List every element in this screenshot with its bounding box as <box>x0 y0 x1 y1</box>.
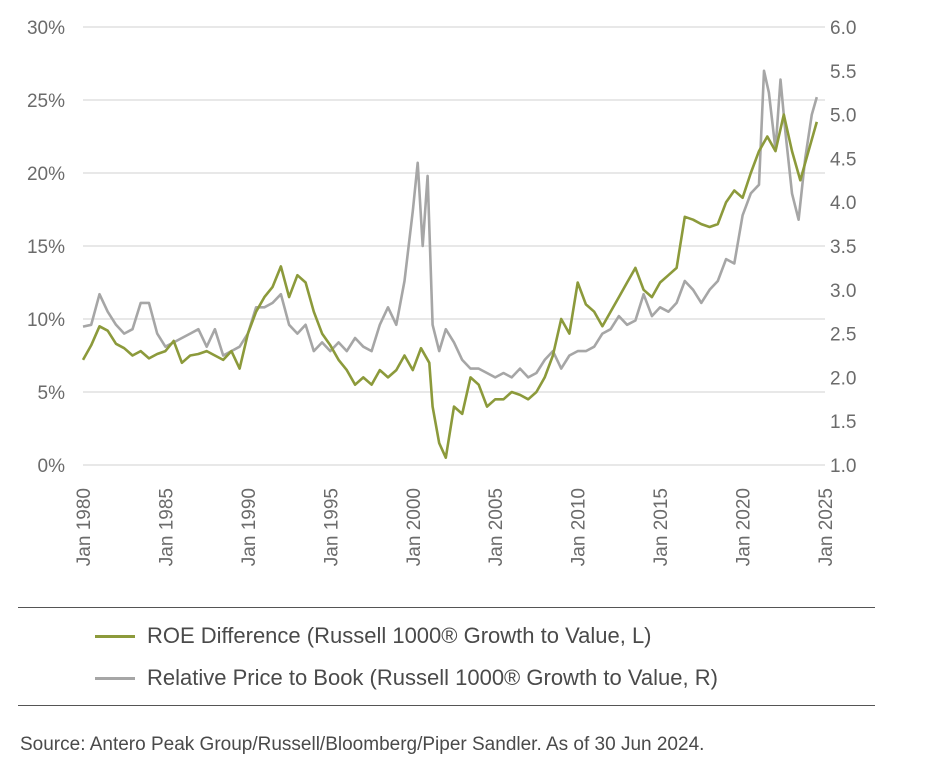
y-right-tick-label: 4.0 <box>830 193 856 214</box>
legend-label: Relative Price to Book (Russell 1000® Gr… <box>147 665 718 690</box>
x-axis: Jan 1980 Jan 1985 Jan 1990 Jan 1995 Jan 2000… <box>74 488 837 566</box>
y-right-tick-label: 4.5 <box>830 149 856 170</box>
roe-difference-line <box>81 113 819 459</box>
right-axis: 1.0 1.5 2.0 2.5 3.0 3.5 4.0 4.5 5.0 5.5 6.0 <box>830 18 856 477</box>
x-tick-label: Jan 1980 <box>74 488 95 566</box>
y-left-tick-label: 30% <box>27 18 65 39</box>
y-left-tick-label: 10% <box>27 310 65 331</box>
chart: 0% 5% 10% 15% 20% 25% 30% 1.0 1.5 2.0 2.5 3.0 3.5 4.… <box>27 18 856 566</box>
source-note: Source: Antero Peak Group/Russell/Bloomb… <box>20 734 705 755</box>
y-left-tick-label: 5% <box>38 383 66 404</box>
legend-item-price-to-book: Relative Price to Book (Russell 1000® Gr… <box>95 665 718 691</box>
y-right-tick-label: 1.0 <box>830 456 856 477</box>
x-tick-label: Jan 1995 <box>321 488 342 566</box>
y-left-tick-label: 25% <box>27 91 65 112</box>
y-left-tick-label: 0% <box>38 456 66 477</box>
y-right-tick-label: 2.5 <box>830 325 856 346</box>
y-right-tick-label: 2.0 <box>830 368 856 389</box>
legend-swatch-gray <box>95 676 135 680</box>
x-tick-label: Jan 2005 <box>486 488 507 566</box>
x-tick-label: Jan 1990 <box>239 488 260 566</box>
left-axis: 0% 5% 10% 15% 20% 25% 30% <box>27 18 65 477</box>
legend-top-rule <box>18 607 875 608</box>
legend-label: ROE Difference (Russell 1000® Growth to … <box>147 623 652 648</box>
series-lines <box>81 69 819 459</box>
x-tick-label: Jan 2010 <box>569 488 590 566</box>
y-right-tick-label: 3.5 <box>830 237 856 258</box>
x-tick-label: Jan 2000 <box>404 488 425 566</box>
legend-item-roe: ROE Difference (Russell 1000® Growth to … <box>95 623 652 649</box>
y-right-tick-label: 3.0 <box>830 281 856 302</box>
y-right-tick-label: 5.5 <box>830 62 856 83</box>
y-left-tick-label: 15% <box>27 237 65 258</box>
x-tick-label: Jan 2020 <box>734 488 755 566</box>
y-right-tick-label: 5.0 <box>830 106 856 127</box>
price-to-book-line <box>82 69 819 379</box>
y-left-tick-label: 20% <box>27 164 65 185</box>
x-tick-label: Jan 2015 <box>651 488 672 566</box>
y-right-tick-label: 6.0 <box>830 18 856 39</box>
gridlines <box>83 26 825 466</box>
legend-swatch-green <box>95 634 135 638</box>
legend-bottom-rule <box>18 705 875 706</box>
x-tick-label: Jan 2025 <box>816 488 837 566</box>
y-right-tick-label: 1.5 <box>830 412 856 433</box>
x-tick-label: Jan 1985 <box>156 488 177 566</box>
